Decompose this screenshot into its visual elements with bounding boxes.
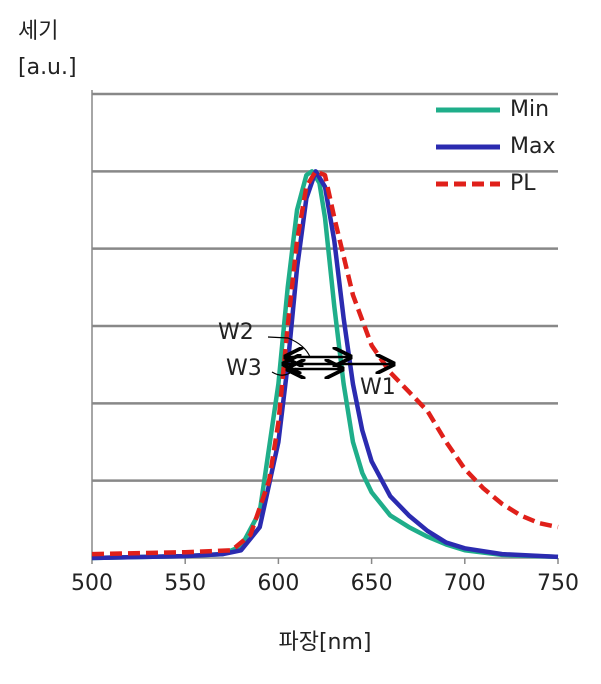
- annotation: W3: [226, 356, 262, 381]
- annotation: W1: [360, 375, 396, 400]
- x-tick-label: 600: [257, 571, 299, 596]
- x-axis-label: 파장[nm]: [278, 630, 371, 655]
- annotation: W2: [218, 320, 254, 345]
- legend-label: Max: [510, 134, 555, 159]
- y-axis-label: 세기: [18, 19, 58, 44]
- x-tick-label: 700: [444, 571, 486, 596]
- x-tick-label: 500: [71, 571, 113, 596]
- y-axis-label: [a.u.]: [18, 55, 77, 80]
- x-tick-label: 750: [537, 571, 579, 596]
- legend-label: PL: [510, 171, 536, 196]
- x-tick-label: 550: [164, 571, 206, 596]
- x-tick-label: 650: [351, 571, 393, 596]
- legend-label: Min: [510, 97, 549, 122]
